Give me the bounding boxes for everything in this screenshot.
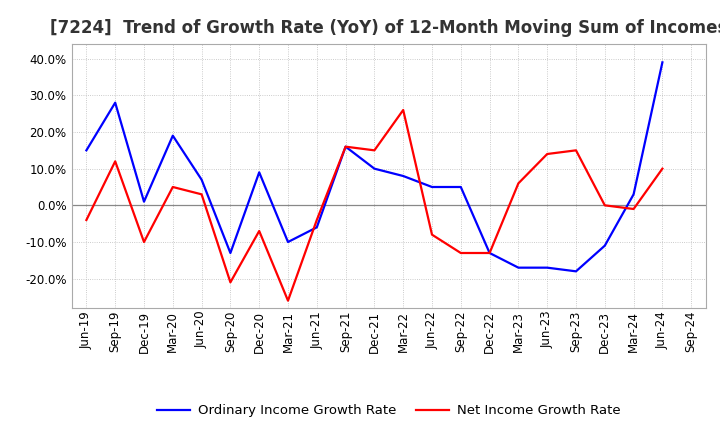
Net Income Growth Rate — [485, 250, 494, 256]
Net Income Growth Rate — [197, 192, 206, 197]
Net Income Growth Rate — [312, 217, 321, 223]
Ordinary Income Growth Rate — [284, 239, 292, 245]
Net Income Growth Rate — [428, 232, 436, 237]
Ordinary Income Growth Rate — [572, 269, 580, 274]
Ordinary Income Growth Rate — [485, 250, 494, 256]
Ordinary Income Growth Rate — [428, 184, 436, 190]
Net Income Growth Rate — [341, 144, 350, 149]
Ordinary Income Growth Rate — [312, 225, 321, 230]
Line: Net Income Growth Rate: Net Income Growth Rate — [86, 110, 662, 301]
Net Income Growth Rate — [284, 298, 292, 303]
Net Income Growth Rate — [456, 250, 465, 256]
Ordinary Income Growth Rate — [543, 265, 552, 270]
Ordinary Income Growth Rate — [514, 265, 523, 270]
Net Income Growth Rate — [658, 166, 667, 171]
Net Income Growth Rate — [370, 148, 379, 153]
Net Income Growth Rate — [600, 203, 609, 208]
Ordinary Income Growth Rate — [399, 173, 408, 179]
Net Income Growth Rate — [226, 280, 235, 285]
Ordinary Income Growth Rate — [197, 177, 206, 182]
Net Income Growth Rate — [111, 159, 120, 164]
Ordinary Income Growth Rate — [341, 144, 350, 149]
Net Income Growth Rate — [140, 239, 148, 245]
Ordinary Income Growth Rate — [111, 100, 120, 105]
Ordinary Income Growth Rate — [629, 192, 638, 197]
Ordinary Income Growth Rate — [140, 199, 148, 204]
Ordinary Income Growth Rate — [168, 133, 177, 138]
Ordinary Income Growth Rate — [255, 170, 264, 175]
Net Income Growth Rate — [629, 206, 638, 212]
Net Income Growth Rate — [572, 148, 580, 153]
Net Income Growth Rate — [168, 184, 177, 190]
Ordinary Income Growth Rate — [226, 250, 235, 256]
Legend: Ordinary Income Growth Rate, Net Income Growth Rate: Ordinary Income Growth Rate, Net Income … — [152, 399, 626, 423]
Net Income Growth Rate — [82, 217, 91, 223]
Ordinary Income Growth Rate — [600, 243, 609, 248]
Title: [7224]  Trend of Growth Rate (YoY) of 12-Month Moving Sum of Incomes: [7224] Trend of Growth Rate (YoY) of 12-… — [50, 19, 720, 37]
Net Income Growth Rate — [543, 151, 552, 157]
Ordinary Income Growth Rate — [658, 60, 667, 65]
Net Income Growth Rate — [399, 107, 408, 113]
Net Income Growth Rate — [255, 228, 264, 234]
Ordinary Income Growth Rate — [456, 184, 465, 190]
Ordinary Income Growth Rate — [82, 148, 91, 153]
Ordinary Income Growth Rate — [370, 166, 379, 171]
Line: Ordinary Income Growth Rate: Ordinary Income Growth Rate — [86, 62, 662, 271]
Net Income Growth Rate — [514, 181, 523, 186]
